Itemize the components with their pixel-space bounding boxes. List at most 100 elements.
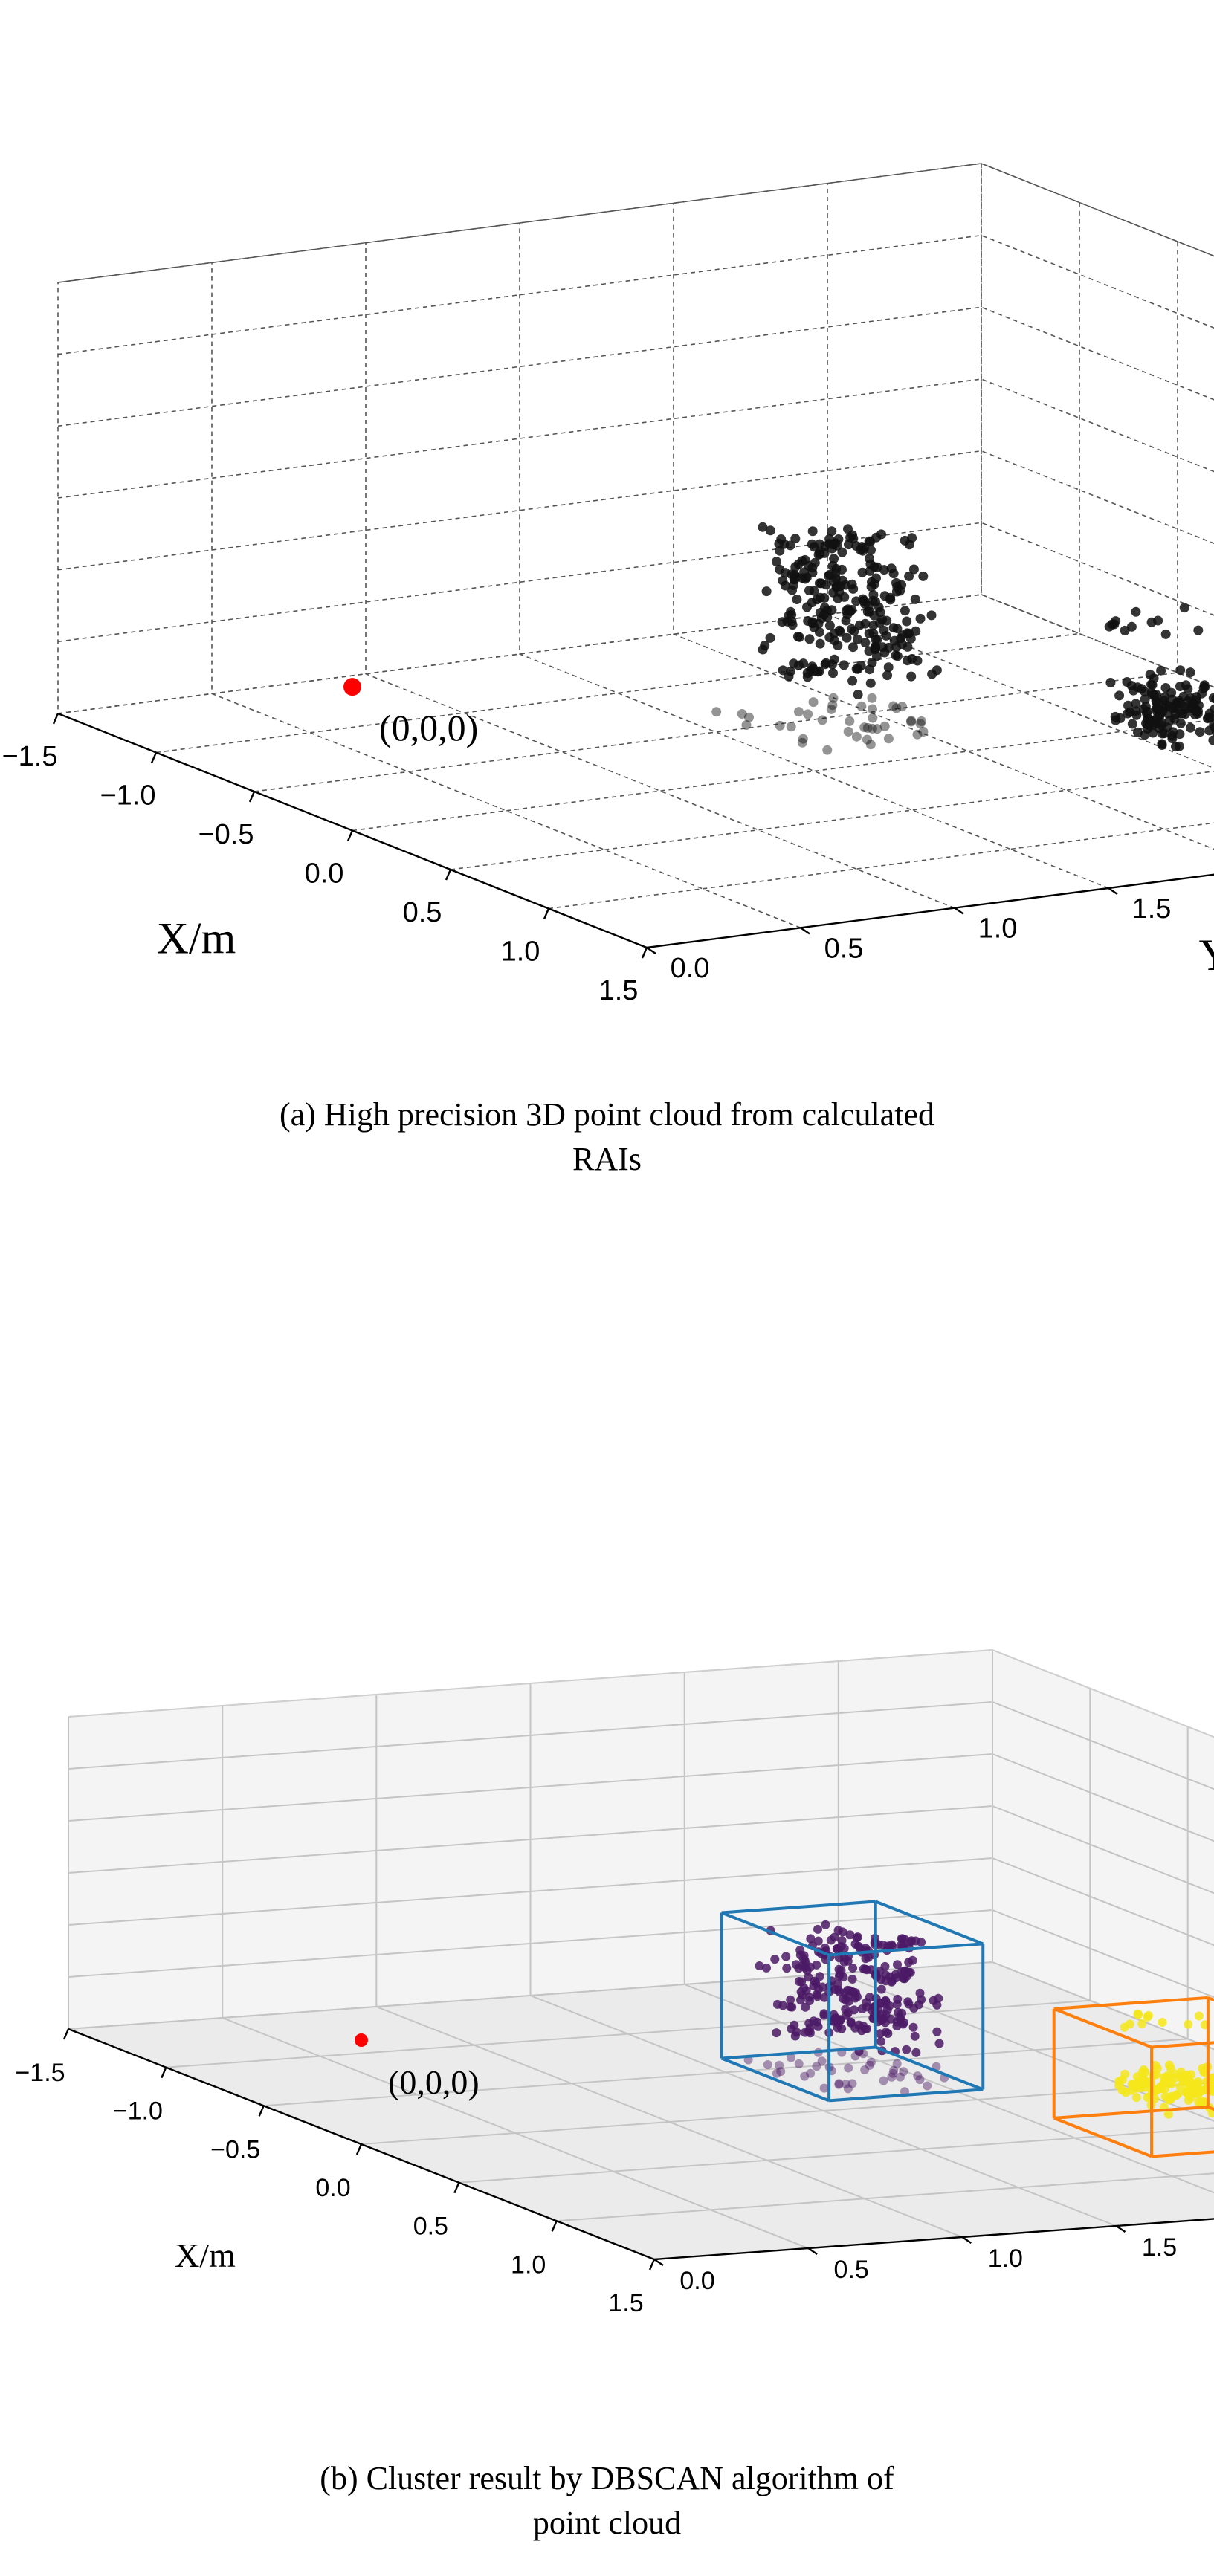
data-point (904, 571, 914, 581)
data-point (845, 716, 855, 726)
data-point (862, 722, 873, 733)
data-point (813, 1924, 822, 1934)
data-point (832, 2013, 842, 2023)
x-tick (551, 2220, 558, 2232)
data-point (800, 2071, 810, 2081)
data-point (806, 2068, 816, 2078)
x-tick (346, 830, 354, 841)
bounding-box-edge (828, 2088, 984, 2103)
y-tick-label: 1.0 (978, 913, 1018, 945)
data-point (868, 713, 878, 723)
data-point (889, 2065, 899, 2075)
data-point (819, 2009, 829, 2019)
data-point (772, 2068, 781, 2078)
cluster-chart: −1.5−1.0−0.50.00.51.01.50.00.51.01.52.02… (15, 1648, 1214, 2317)
data-point (892, 2059, 902, 2068)
axes (62, 2028, 1214, 2271)
data-point (876, 2036, 886, 2046)
data-point (1120, 625, 1130, 635)
data-point (917, 1938, 926, 1947)
data-point (792, 595, 802, 604)
data-point (744, 712, 754, 722)
data-point (778, 665, 788, 676)
data-point (893, 1960, 902, 1970)
caption-a: (a) High precision 3D point cloud from c… (0, 1093, 1214, 1182)
data-point (1131, 699, 1141, 709)
bounding-box (1052, 1996, 1214, 2158)
data-point (1159, 728, 1169, 739)
x-tick (641, 947, 648, 959)
grid-line-x (556, 2172, 1214, 2222)
data-point (1135, 2083, 1145, 2093)
data-point (797, 737, 807, 748)
data-point (872, 635, 882, 645)
data-point (834, 2080, 844, 2089)
data-point (915, 719, 926, 728)
x-tick (543, 908, 550, 919)
data-point (868, 704, 877, 714)
data-point (790, 534, 801, 544)
data-point (903, 1997, 913, 2007)
data-point (1185, 667, 1195, 678)
data-point (908, 1955, 917, 1965)
data-point (826, 1935, 836, 1945)
data-point (818, 1982, 827, 1992)
data-point (862, 1998, 871, 2007)
bounding-box-edge (720, 2056, 830, 2103)
data-point (737, 709, 747, 719)
data-point (887, 2072, 897, 2082)
data-point (814, 578, 824, 589)
data-point (1133, 727, 1143, 737)
x-tick-label: −1.0 (100, 780, 155, 812)
data-point (796, 1987, 806, 1996)
data-point (848, 583, 859, 594)
y-tick (1115, 2225, 1126, 2233)
data-point (899, 2067, 908, 2077)
x-tick-label: 0.5 (413, 2213, 448, 2241)
data-point (1175, 718, 1186, 728)
y-tick-label: 0.5 (834, 2256, 869, 2284)
data-point (875, 2029, 885, 2039)
points (711, 522, 1214, 755)
data-point (775, 720, 785, 731)
origin-label: (0,0,0) (379, 707, 478, 748)
data-point (897, 639, 907, 650)
data-point (932, 2027, 942, 2036)
data-point (1208, 735, 1214, 745)
data-point (897, 1934, 906, 1944)
data-point (1156, 665, 1166, 676)
data-point (857, 2004, 867, 2013)
data-point (787, 620, 798, 630)
data-point (765, 525, 775, 536)
y-tick (1108, 887, 1118, 895)
caption-b: (b) Cluster result by DBSCAN algorithm o… (0, 2456, 1214, 2546)
x-tick-label: 0.0 (315, 2174, 350, 2202)
point-cluster (711, 522, 942, 755)
x-tick (248, 791, 256, 803)
data-point (879, 625, 889, 635)
data-point (1131, 706, 1141, 716)
data-point (834, 587, 845, 598)
data-point (879, 591, 890, 601)
data-point (881, 2010, 891, 2020)
data-point (762, 1963, 771, 1973)
data-point (787, 2002, 797, 2012)
x-tick-label: −0.5 (210, 2135, 260, 2164)
data-point (907, 1936, 916, 1946)
data-point (932, 665, 942, 676)
panel-b: −1.5−1.0−0.50.00.51.01.50.00.51.01.52.02… (0, 1278, 1214, 2393)
data-point (912, 729, 923, 740)
data-point (817, 715, 827, 725)
data-point (853, 1941, 863, 1951)
data-point (1175, 729, 1185, 740)
data-point (794, 632, 804, 642)
data-point (782, 1964, 792, 1973)
x-axis-label: X/m (175, 2236, 236, 2274)
data-point (1179, 603, 1189, 613)
data-point (860, 2024, 870, 2033)
y-tick (807, 2247, 818, 2255)
data-point (910, 2031, 920, 2041)
data-point (804, 1973, 813, 1982)
x-tick-label: −1.0 (113, 2097, 163, 2126)
data-point (787, 2053, 795, 2062)
